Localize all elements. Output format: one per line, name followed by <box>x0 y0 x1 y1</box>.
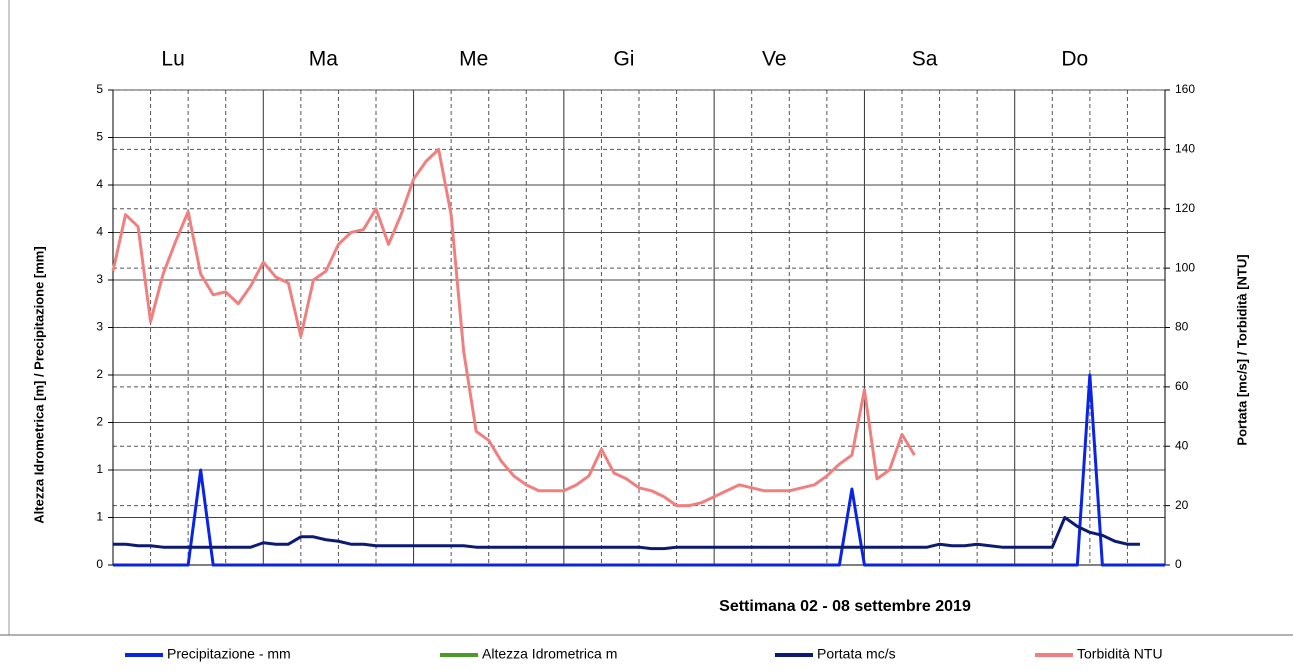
y2-tick-label: 0 <box>1175 557 1182 571</box>
day-label: Lu <box>161 48 184 71</box>
y-tick-label: 4 <box>96 177 103 191</box>
y2-tick-label: 60 <box>1175 379 1189 393</box>
y-tick-label: 2 <box>96 367 103 381</box>
y2-tick-label: 140 <box>1175 142 1195 156</box>
y-axis-label: Altezza Idrometrica [m] / Precipitazione… <box>31 246 46 523</box>
series-line <box>113 373 1165 567</box>
day-label: Me <box>459 48 488 71</box>
y2-axis-label: Portata [mc/s] / Torbidità [NTU] <box>1234 254 1249 445</box>
series-line <box>113 516 1140 551</box>
y-tick-label: 3 <box>96 320 103 334</box>
y2-tick-label: 120 <box>1175 201 1195 215</box>
legend-label: Portata mc/s <box>817 646 896 662</box>
series-line <box>111 147 916 508</box>
y2-tick-label: 80 <box>1175 320 1189 334</box>
y-tick-label: 2 <box>96 415 103 429</box>
y2-tick-label: 160 <box>1175 82 1195 96</box>
day-label: Gi <box>613 48 634 71</box>
y-tick-label: 3 <box>96 272 103 286</box>
day-label: Sa <box>912 48 938 71</box>
x-axis-label: Settimana 02 - 08 settembre 2019 <box>719 598 971 615</box>
y-tick-label: 5 <box>96 130 103 144</box>
y-tick-label: 5 <box>96 82 103 96</box>
legend-label: Torbidità NTU <box>1077 646 1163 662</box>
day-label: Ma <box>309 48 338 71</box>
y2-tick-label: 100 <box>1175 260 1195 274</box>
y-tick-label: 4 <box>96 225 103 239</box>
day-label: Do <box>1061 48 1088 71</box>
legend-label: Altezza Idrometrica m <box>482 646 617 662</box>
day-label: Ve <box>762 48 787 71</box>
legend-label: Precipitazione - mm <box>167 646 291 662</box>
y2-tick-label: 20 <box>1175 498 1189 512</box>
y2-tick-label: 40 <box>1175 438 1189 452</box>
y-tick-label: 1 <box>96 462 103 476</box>
y-tick-label: 1 <box>96 510 103 524</box>
y-tick-label: 0 <box>96 557 103 571</box>
